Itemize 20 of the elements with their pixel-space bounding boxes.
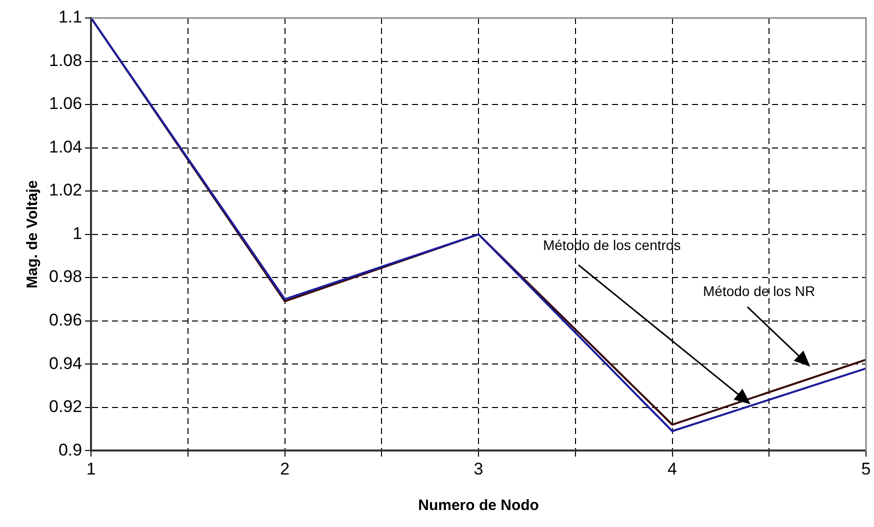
x-tick-label: 1 <box>86 459 96 478</box>
y-tick-label: 0.92 <box>48 397 82 416</box>
y-tick-label: 1.06 <box>48 94 82 114</box>
y-tick-label: 0.94 <box>48 354 82 373</box>
x-tick-label: 5 <box>861 459 871 478</box>
annotation: Método de los NR <box>703 282 816 299</box>
y-tick-label: 0.98 <box>48 267 82 286</box>
x-axis-title: Numero de Nodo <box>418 497 539 514</box>
y-tick-label: 1.1 <box>58 8 82 27</box>
y-tick-label: 1.08 <box>48 50 82 70</box>
y-tick-label: 1 <box>72 224 82 243</box>
y-tick-label: 0.9 <box>58 440 82 460</box>
x-tick-label: 2 <box>280 459 290 478</box>
y-tick-label: 1.02 <box>48 180 82 200</box>
x-tick-label: 4 <box>668 459 678 478</box>
y-axis-title: Mag. de Voltaje <box>24 180 42 288</box>
annotation: Método de los centros <box>542 237 681 254</box>
x-tick-label: 3 <box>474 459 484 478</box>
y-tick-label: 0.96 <box>48 310 82 330</box>
y-tick-label: 1.04 <box>48 137 82 156</box>
